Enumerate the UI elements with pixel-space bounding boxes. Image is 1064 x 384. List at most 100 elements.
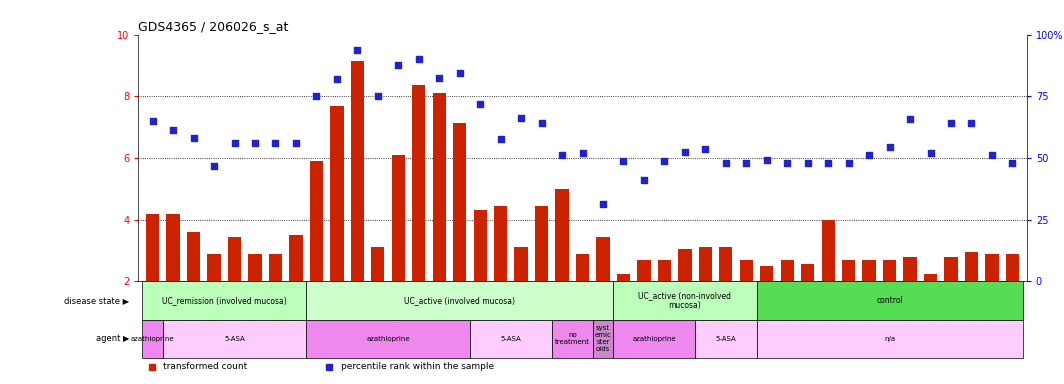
Bar (757, 281, 1023, 319)
Bar (392, 155, 405, 281)
Point (247, 139, 264, 146)
Point (881, 144, 898, 150)
Text: percentile rank within the sample: percentile rank within the sample (340, 362, 494, 371)
Bar (637, 260, 650, 281)
Point (737, 159, 754, 166)
Point (615, 158, 632, 164)
Bar (351, 61, 364, 281)
Bar (593, 319, 613, 358)
Point (226, 139, 243, 146)
Bar (473, 210, 487, 281)
Bar (371, 247, 384, 281)
Bar (924, 274, 937, 281)
Point (841, 159, 858, 166)
Bar (945, 257, 958, 281)
Bar (143, 319, 163, 358)
Bar (515, 247, 528, 281)
Point (513, 115, 530, 121)
Point (144, 118, 161, 124)
Point (205, 163, 222, 169)
Text: UC_active (involved mucosa): UC_active (involved mucosa) (404, 296, 515, 305)
Point (287, 139, 304, 146)
Bar (678, 249, 692, 281)
Bar (695, 319, 757, 358)
Text: 5-ASA: 5-ASA (225, 336, 245, 342)
Bar (1005, 254, 1019, 281)
Bar (310, 161, 323, 281)
Point (451, 70, 468, 76)
Bar (617, 274, 630, 281)
Point (943, 119, 960, 126)
Point (983, 152, 1000, 158)
Text: control: control (877, 296, 903, 305)
Bar (781, 260, 794, 281)
Bar (965, 252, 978, 281)
Bar (535, 206, 548, 281)
Bar (166, 214, 180, 281)
Text: disease state ▶: disease state ▶ (64, 296, 130, 305)
Bar (269, 254, 282, 281)
Point (819, 159, 836, 166)
Bar (187, 232, 200, 281)
Point (655, 158, 672, 164)
Bar (143, 281, 306, 319)
Point (901, 116, 918, 122)
Bar (613, 281, 757, 319)
Text: agent ▶: agent ▶ (96, 334, 130, 343)
Text: GDS4365 / 206026_s_at: GDS4365 / 206026_s_at (138, 20, 288, 33)
Point (471, 101, 488, 107)
Bar (596, 237, 610, 281)
Bar (494, 206, 508, 281)
Text: 5-ASA: 5-ASA (715, 336, 736, 342)
Point (635, 177, 652, 183)
Bar (289, 235, 302, 281)
Point (697, 146, 714, 152)
Text: UC_remission (involved mucosa): UC_remission (involved mucosa) (162, 296, 286, 305)
Bar (883, 260, 896, 281)
Text: UC_active (non-involved
mucosa): UC_active (non-involved mucosa) (638, 291, 731, 310)
Text: azathioprine: azathioprine (632, 336, 676, 342)
Bar (228, 237, 242, 281)
Point (779, 159, 796, 166)
Bar (207, 254, 220, 281)
Point (165, 127, 182, 133)
Bar (821, 220, 835, 281)
Text: transformed count: transformed count (163, 362, 248, 371)
Point (349, 47, 366, 53)
Bar (719, 247, 732, 281)
Point (553, 152, 570, 158)
Bar (555, 189, 569, 281)
Point (533, 119, 550, 126)
Bar (613, 319, 695, 358)
Text: n/a: n/a (884, 336, 895, 342)
Text: no
treatment: no treatment (554, 332, 589, 345)
Point (1004, 159, 1021, 166)
Bar (146, 214, 160, 281)
Bar (699, 247, 712, 281)
Point (799, 159, 816, 166)
Text: 5-ASA: 5-ASA (500, 336, 521, 342)
Point (717, 159, 734, 166)
Bar (470, 319, 552, 358)
Bar (903, 257, 917, 281)
Bar (576, 254, 589, 281)
Point (595, 201, 612, 207)
Point (493, 136, 510, 142)
Point (411, 56, 428, 62)
Bar (760, 266, 774, 281)
Point (431, 74, 448, 81)
Bar (842, 260, 855, 281)
Bar (306, 319, 470, 358)
Point (963, 119, 980, 126)
Bar (739, 260, 753, 281)
Point (922, 150, 940, 156)
Bar (658, 260, 671, 281)
Bar (863, 260, 876, 281)
Point (759, 156, 776, 162)
Point (861, 152, 878, 158)
Bar (757, 319, 1023, 358)
Point (677, 149, 694, 155)
Point (329, 76, 346, 83)
Point (575, 150, 592, 156)
Point (389, 62, 406, 68)
